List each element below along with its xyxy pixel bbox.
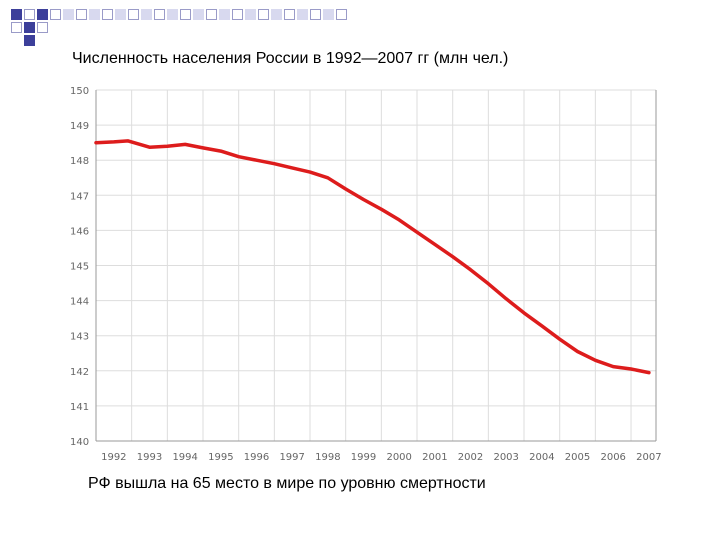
y-tick-label: 140 [70,437,89,448]
decor-square [24,22,35,33]
decor-square [232,9,243,20]
slide-decoration [0,0,360,46]
decor-square [245,9,256,20]
y-tick-label: 143 [70,332,89,343]
slide-caption: РФ вышла на 65 место в мире по уровню см… [88,475,486,492]
decor-square [11,9,22,20]
decor-square [11,22,22,33]
x-tick-label: 2007 [636,452,661,463]
slide-title: Численность населения России в 1992—2007… [72,50,509,67]
x-tick-label: 2005 [565,452,590,463]
decor-square [141,9,152,20]
decor-square [76,9,87,20]
decor-square [310,9,321,20]
decor-square [271,9,282,20]
decor-square [115,9,126,20]
decor-square [297,9,308,20]
y-tick-label: 142 [70,367,89,378]
series-group [94,139,651,375]
x-tick-label: 2003 [493,452,518,463]
x-tick-label: 1998 [315,452,340,463]
decor-square [24,35,35,46]
decor-square [193,9,204,20]
x-tick-label: 2000 [386,452,411,463]
decor-square [50,9,61,20]
decor-square [323,9,334,20]
y-tick-label: 141 [70,402,89,413]
x-tick-label: 1994 [172,452,197,463]
x-tick-label: 1993 [137,452,162,463]
decor-square [284,9,295,20]
decor-square [102,9,113,20]
x-tick-label: 1992 [101,452,126,463]
decor-square [63,9,74,20]
decor-square [219,9,230,20]
y-tick-label: 145 [70,262,89,273]
decor-square [128,9,139,20]
x-axis-ticks: 1992 1993 1994 1995 1996 1997 1998 1999 2000 2001… [101,452,661,463]
y-tick-label: 147 [70,191,89,202]
decor-square [37,22,48,33]
x-tick-label: 2002 [458,452,483,463]
decor-square [258,9,269,20]
x-tick-label: 2004 [529,452,554,463]
y-tick-label: 149 [70,121,89,132]
y-tick-label: 144 [70,297,89,308]
decor-square [37,9,48,20]
decor-square [167,9,178,20]
decor-square [180,9,191,20]
decor-square [206,9,217,20]
x-tick-label: 2001 [422,452,447,463]
y-tick-label: 146 [70,226,89,237]
x-tick-label: 1999 [351,452,376,463]
population-series-line [94,139,651,375]
x-tick-label: 1996 [244,452,269,463]
x-tick-label: 1997 [279,452,304,463]
decor-square [336,9,347,20]
decor-square [24,9,35,20]
decor-square [89,9,100,20]
x-tick-label: 1995 [208,452,233,463]
y-axis-ticks: 140 141 142 143 144 145 146 147 148 149 150 [70,86,89,448]
y-tick-label: 150 [70,86,89,97]
y-tick-label: 148 [70,156,89,167]
decor-square [154,9,165,20]
x-tick-label: 2006 [600,452,625,463]
